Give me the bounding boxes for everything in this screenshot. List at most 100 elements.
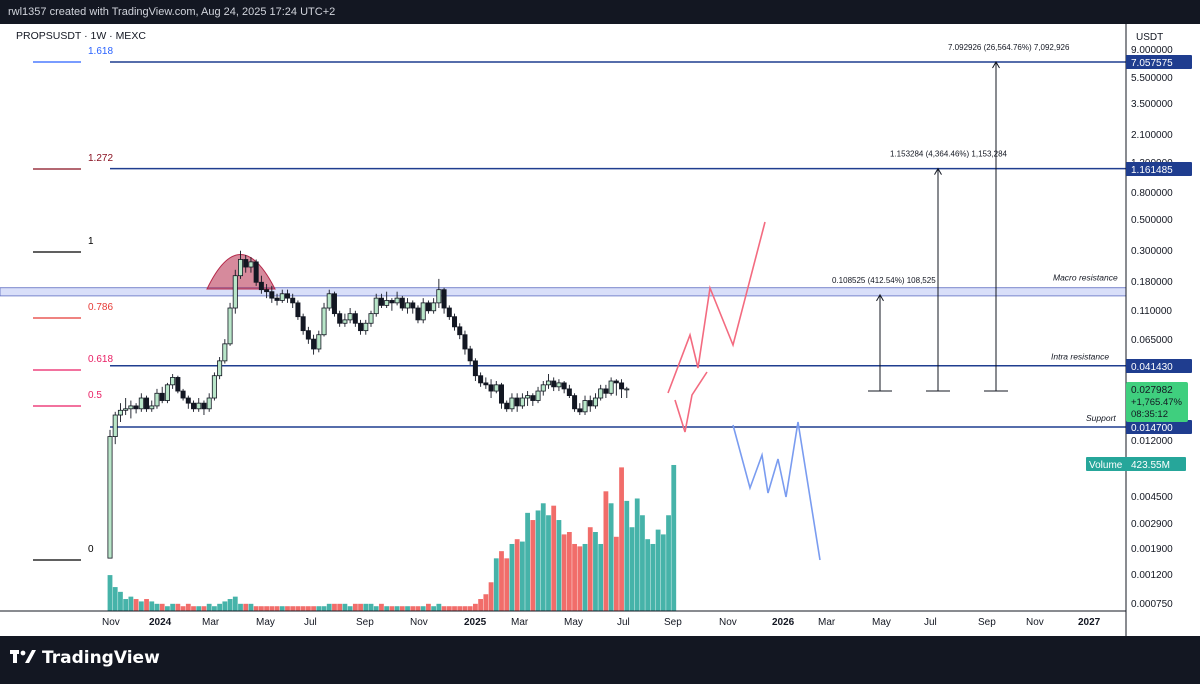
price-label-text: 0.014700 <box>1131 423 1173 434</box>
volume-bar <box>478 599 484 611</box>
candle-body <box>321 307 327 336</box>
price-label-text: 1.161485 <box>1131 165 1173 176</box>
candle-body <box>545 380 551 386</box>
volume-bar <box>509 543 515 611</box>
volume-bar <box>577 546 583 611</box>
tradingview-logo[interactable]: TradingView <box>10 648 160 668</box>
volume-bar <box>212 606 217 611</box>
candle-body <box>525 395 531 399</box>
volume-bar <box>525 512 530 611</box>
volume-bar <box>227 599 233 611</box>
candle-body <box>196 402 202 410</box>
time-tick-label: Jul <box>924 617 937 628</box>
volume-bar <box>561 534 567 611</box>
candle-body <box>530 395 536 401</box>
chart-container[interactable]: PROPSUSDT · 1W · MEXC 1.618 1.272 1 0.786 0.6… <box>0 24 1200 636</box>
attribution-text: rwl1357 created with TradingView.com, Au… <box>8 6 336 18</box>
volume-bar <box>305 606 311 611</box>
volume-bar <box>138 601 144 611</box>
time-tick-label: May <box>256 617 275 628</box>
volume-bar <box>504 558 510 611</box>
price-tick-label: 0.180000 <box>1131 277 1173 288</box>
candle-body <box>232 275 238 309</box>
volume-bar <box>389 606 395 611</box>
candle-body <box>619 382 625 390</box>
candle-body <box>472 360 478 377</box>
volume-bar <box>112 587 118 611</box>
volume-bar <box>566 532 572 611</box>
volume-bar <box>603 491 609 611</box>
price-tick-label: 0.001200 <box>1131 570 1173 581</box>
candle-body <box>269 291 275 299</box>
footer-bar <box>0 636 1200 684</box>
price-tick-label: 0.000750 <box>1131 599 1173 610</box>
volume-bar <box>274 606 280 611</box>
candle-body <box>358 322 364 332</box>
volume-bar <box>640 515 645 611</box>
volume-value-text: 423.55M <box>1131 460 1170 471</box>
volume-bar <box>337 603 343 611</box>
price-tick-label: 0.500000 <box>1131 215 1173 226</box>
volume-bar <box>144 599 149 611</box>
candle-body <box>462 334 468 350</box>
candle-body <box>217 360 223 377</box>
candle-body <box>378 297 384 306</box>
candle-body <box>342 319 348 324</box>
candle-body <box>279 293 285 301</box>
price-chart[interactable]: PROPSUSDT · 1W · MEXC 1.618 1.272 1 0.786 0.6… <box>0 24 1200 636</box>
candle-body <box>326 293 332 309</box>
time-tick-label: Nov <box>1026 617 1044 628</box>
candle-body <box>123 408 129 411</box>
candle-body <box>290 297 296 304</box>
measure-arrowhead <box>934 167 942 175</box>
candle-body <box>316 334 322 350</box>
volume-bar <box>285 606 290 611</box>
volume-bar <box>222 601 228 611</box>
volume-bar <box>128 596 134 611</box>
candle-body <box>311 338 317 350</box>
current-price-value: 0.027982 <box>1131 385 1173 396</box>
candle-body <box>384 300 390 306</box>
volume-bar <box>415 606 421 611</box>
candle-body <box>556 382 562 388</box>
price-label-text: 7.057575 <box>1131 58 1173 69</box>
volume-label-box <box>1086 457 1186 471</box>
volume-bar <box>248 603 254 611</box>
volume-bar <box>394 606 400 611</box>
volume-bar <box>483 594 489 611</box>
candle-body <box>561 382 567 390</box>
candle-body <box>107 436 113 559</box>
candle-body <box>540 384 546 392</box>
candle-body <box>144 397 150 410</box>
candle-body <box>352 313 358 324</box>
volume-bar <box>180 606 186 611</box>
candle-body <box>551 380 557 388</box>
volume-bar <box>238 603 243 611</box>
candle-body <box>425 302 431 312</box>
volume-bar <box>363 603 369 611</box>
candle-body <box>331 293 337 315</box>
measure-arrowhead <box>876 293 884 302</box>
volume-bar <box>201 606 207 611</box>
price-tick-label: 0.001900 <box>1131 544 1173 555</box>
volume-bar <box>452 606 457 611</box>
volume-bar <box>206 603 212 611</box>
candle-body <box>164 384 170 401</box>
time-tick-label: 2024 <box>149 617 172 628</box>
candle-body <box>112 414 118 437</box>
volume-bar <box>326 603 332 611</box>
volume-bar <box>634 498 640 611</box>
volume-bar <box>436 603 442 611</box>
candle-body <box>305 330 311 340</box>
volume-bar <box>347 606 353 611</box>
time-tick-label: Mar <box>511 617 529 628</box>
volume-bar <box>300 606 306 611</box>
candle-body <box>243 259 249 268</box>
volume-bar <box>551 505 557 611</box>
volume-bar <box>253 606 259 611</box>
candle-body <box>253 261 259 283</box>
candle-body <box>504 402 510 410</box>
price-tick-label: 9.000000 <box>1131 45 1173 56</box>
candle-body <box>389 300 395 304</box>
candle-body <box>248 261 254 268</box>
